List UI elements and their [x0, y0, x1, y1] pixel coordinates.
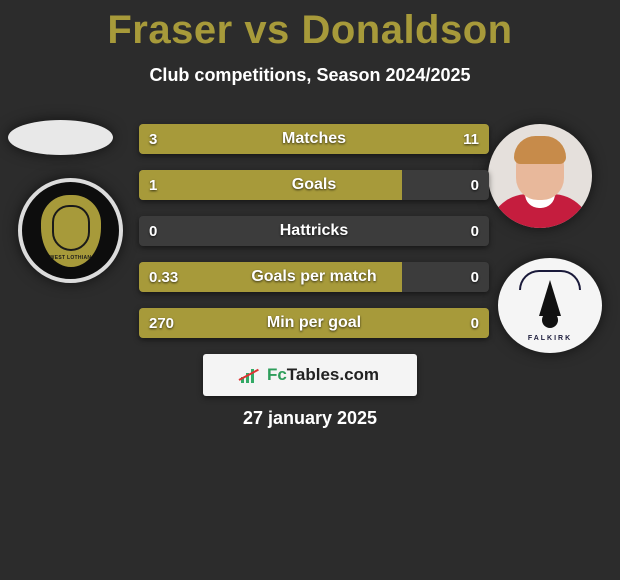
stat-row: 2700Min per goal — [139, 308, 489, 338]
stats-panel: 311Matches 10Goals 00Hattricks 0.330Goals p… — [139, 124, 489, 354]
stat-label: Min per goal — [139, 308, 489, 338]
player-left-avatar — [8, 120, 113, 155]
player-left-name: Fraser — [107, 8, 232, 52]
club-left-logo: WEST LOTHIAN — [18, 178, 123, 283]
shield-icon: WEST LOTHIAN — [41, 195, 101, 267]
stat-row: 0.330Goals per match — [139, 262, 489, 292]
club-right-badge-text: FALKIRK — [519, 335, 581, 342]
stat-row: 00Hattricks — [139, 216, 489, 246]
player-right-avatar — [488, 124, 592, 228]
vs-text: vs — [244, 8, 290, 52]
stat-label: Hattricks — [139, 216, 489, 246]
subtitle: Club competitions, Season 2024/2025 — [0, 65, 620, 86]
stat-row: 311Matches — [139, 124, 489, 154]
brand-suffix: Tables.com — [287, 365, 379, 384]
brand-badge[interactable]: FcTables.com — [203, 354, 417, 396]
stat-label: Goals — [139, 170, 489, 200]
chart-arrow-icon — [241, 367, 261, 383]
stat-label: Matches — [139, 124, 489, 154]
player-right-name: Donaldson — [301, 8, 512, 52]
steeple-icon: FALKIRK — [519, 270, 581, 342]
brand-text: FcTables.com — [267, 365, 379, 385]
brand-prefix: Fc — [267, 365, 287, 384]
club-left-badge-text: WEST LOTHIAN — [50, 255, 92, 261]
stat-label: Goals per match — [139, 262, 489, 292]
page-title: Fraser vs Donaldson — [0, 0, 620, 53]
club-right-logo: FALKIRK — [498, 258, 602, 353]
date-text: 27 january 2025 — [0, 408, 620, 429]
stat-row: 10Goals — [139, 170, 489, 200]
